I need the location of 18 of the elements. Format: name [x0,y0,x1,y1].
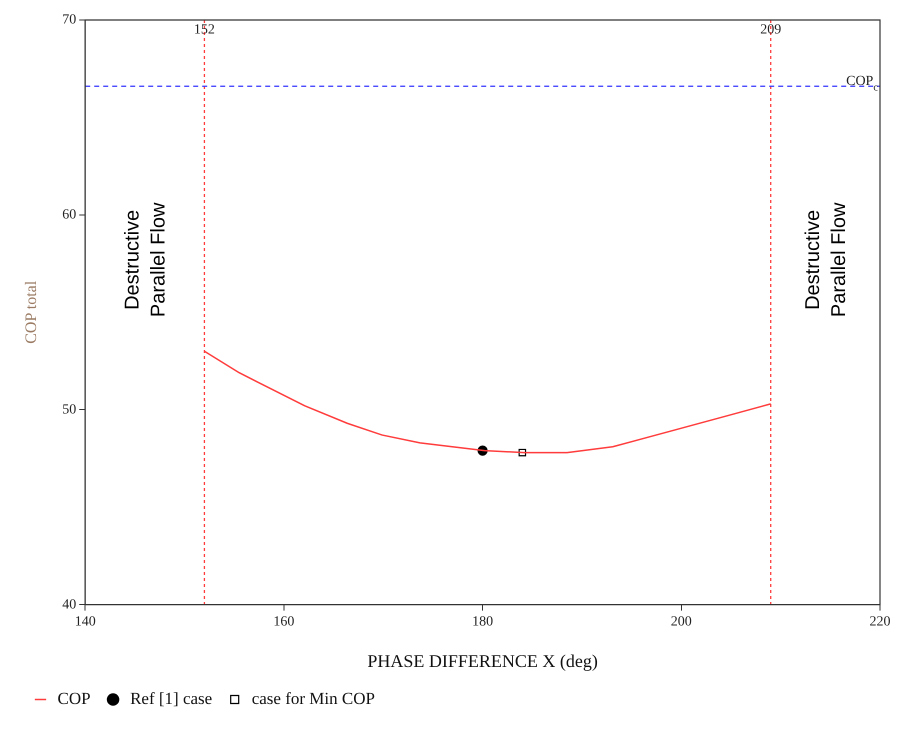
legend-label: case for Min COP [252,688,375,708]
annotation: Destructive Parallel Flow [802,202,850,318]
x-tick-label: 180 [472,614,494,630]
y-tick-label: 50 [62,402,76,418]
x-tick-label: 140 [74,614,96,630]
x-axis-title: PHASE DIFFERENCE X (deg) [367,650,598,671]
ref-line-label: 209 [760,22,782,38]
x-tick-label: 160 [273,614,294,630]
y-axis-title: COP total [22,280,40,344]
y-tick-label: 60 [62,208,76,223]
x-tick-label: 220 [870,614,890,630]
y-tick-label: 70 [62,12,76,28]
x-tick-label: 200 [670,614,692,630]
y-tick-label: 40 [62,597,76,612]
annotation: Destructive Parallel Flow [121,202,170,318]
legend-label: Ref [1] case [130,688,212,708]
ref-line-label: 152 [194,22,215,38]
legend-label: COP [58,688,91,708]
